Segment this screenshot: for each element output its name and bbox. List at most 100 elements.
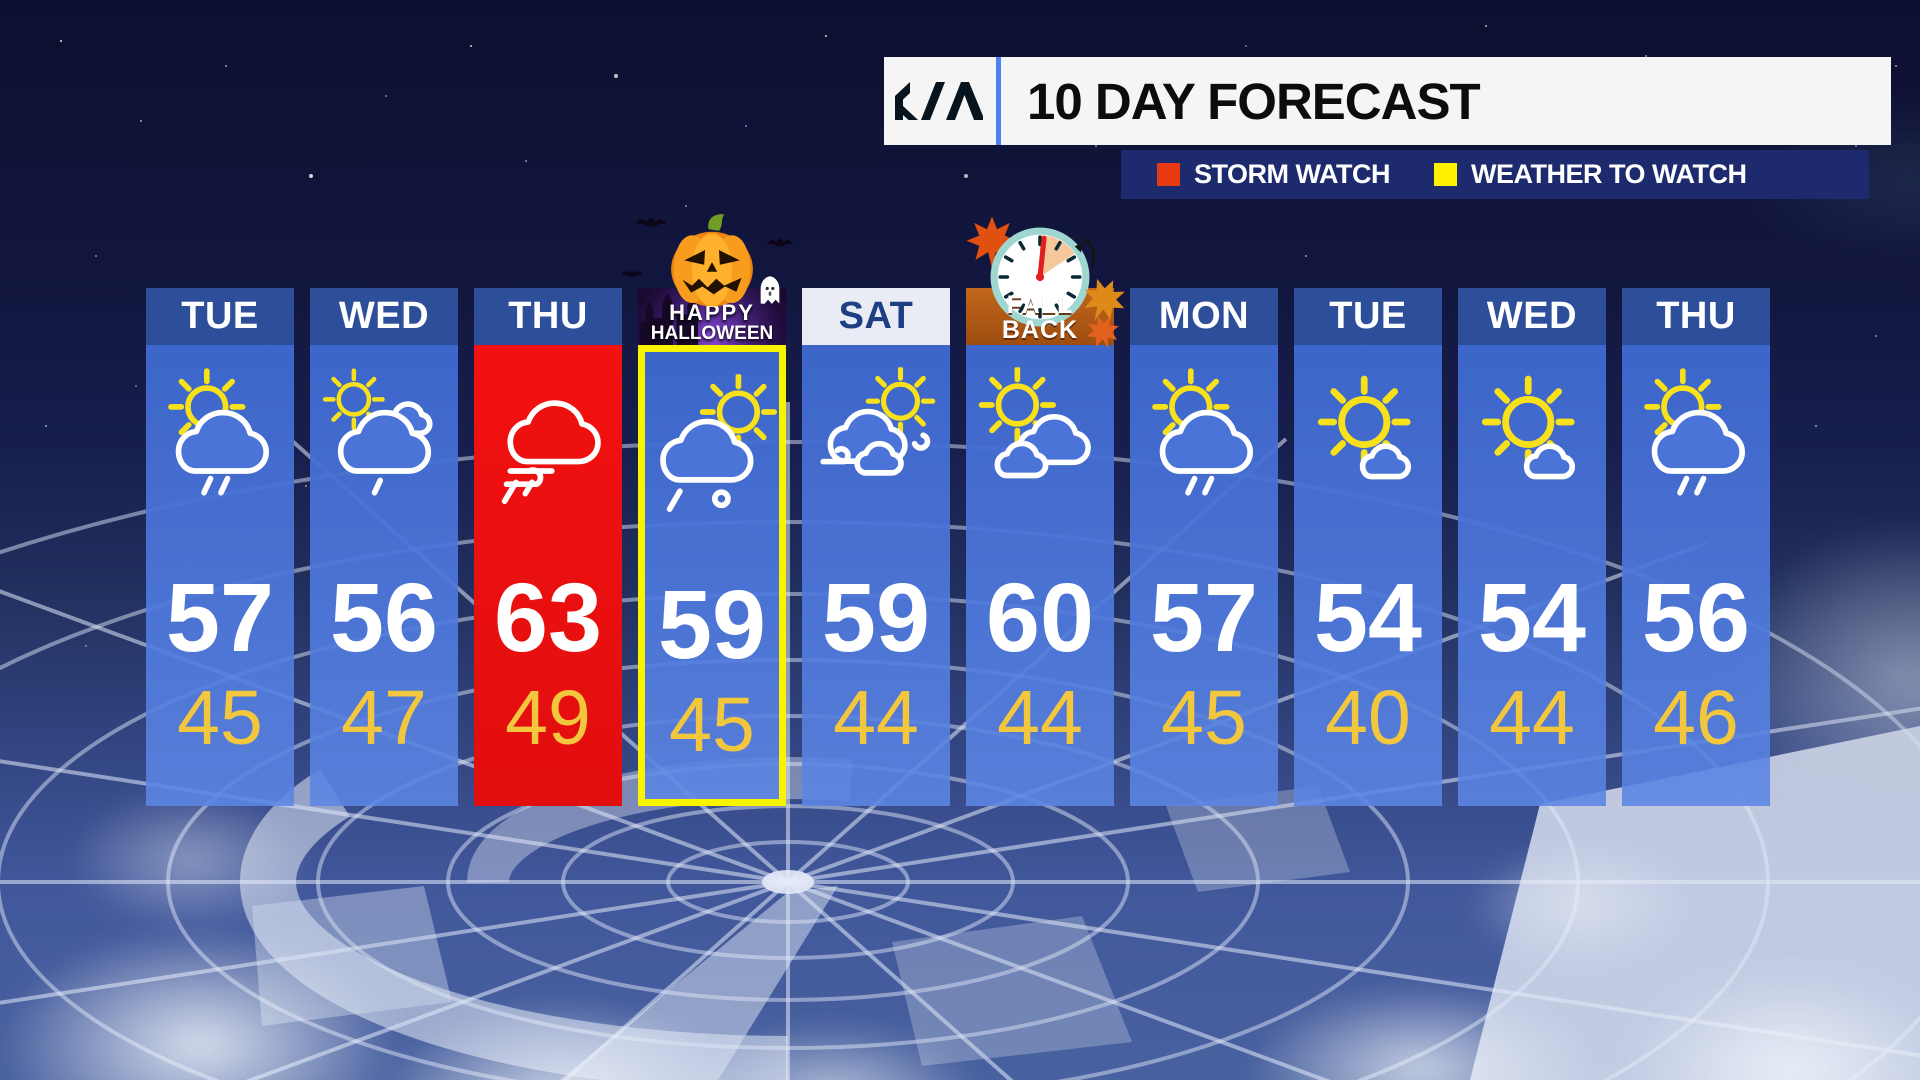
clock-icon [990,227,1090,327]
day-label: TUE [181,295,259,337]
weather-icon [1466,363,1598,513]
storm-watch-swatch-icon [1157,163,1180,186]
forecast-day-column: FALL BACK [966,216,1125,806]
cloud-bottom [1420,820,1740,990]
day-forecast: 63 49 [474,345,622,806]
day-label: SAT [838,295,914,337]
day-header: THU [1622,288,1770,345]
day-header: WED [1458,288,1606,345]
weather-icon [646,370,778,520]
pumpkin-icon [671,214,753,307]
high-temp: 60 [986,563,1094,672]
day-header: TUE [1294,288,1442,345]
low-temp: 44 [997,675,1083,761]
day-label: TUE [1329,295,1407,337]
weather-icon [1630,363,1762,513]
high-temp: 57 [1150,563,1258,672]
low-temp: 40 [1325,675,1411,761]
day-forecast: 57 45 [1130,345,1278,806]
weather-icon [154,363,286,513]
day-forecast: 57 45 [146,345,294,806]
high-temp: 54 [1314,563,1422,672]
forecast-row: TUE [146,214,1770,806]
halloween-banner: HAPPY HALLOWEEN [638,276,786,345]
fall-back-banner: FALL BACK [966,288,1119,349]
low-temp: 47 [341,675,427,761]
page-title: 10 DAY FORECAST [1027,72,1481,130]
day-forecast: 59 45 [638,345,786,806]
legend-item-weather-to-watch: WEATHER TO WATCH [1434,159,1747,190]
day-label: WED [338,295,430,337]
high-temp: 57 [166,563,274,672]
rotate-back-arrow-icon [1081,237,1095,267]
title-bar: 10 DAY FORECAST [884,57,1891,145]
kia-logo [894,82,983,120]
day-header: SAT [802,288,950,345]
legend-bar: STORM WATCH WEATHER TO WATCH [1121,150,1869,199]
forecast-day-column: TUE [1294,288,1442,806]
day-header: HAPPY HALLOWEEN [621,214,793,345]
day-header: TUE [146,288,294,345]
maple-leaf-icon [1084,278,1125,321]
day-header: FALL BACK [966,216,1125,349]
high-temp: 56 [330,563,438,672]
day-label: THU [1656,295,1736,337]
title-divider [996,57,1001,145]
weather-icon [974,363,1106,513]
high-temp: 56 [1642,563,1750,672]
bat-icon [621,270,643,278]
sponsor-box [884,57,996,145]
forecast-day-column: HAPPY HALLOWEEN [621,214,793,806]
low-temp: 45 [669,682,755,768]
legend-item-storm-watch: STORM WATCH [1157,159,1391,190]
forecast-day-column: SAT [802,288,950,806]
day-label: MON [1158,295,1250,337]
forecast-day-column: WED [310,288,458,806]
weather-icon [810,363,942,513]
title-box: 10 DAY FORECAST [1001,57,1891,145]
day-forecast: 54 44 [1458,345,1606,806]
banner-line: HAPPY [669,300,755,325]
forecast-day-column: MON [1130,288,1278,806]
forecast-day-column: TUE [146,288,294,806]
weather-icon [482,363,614,513]
banner-line: BACK [1001,315,1079,344]
day-forecast: 59 44 [802,345,950,806]
weather-icon [1302,363,1434,513]
low-temp: 44 [1489,675,1575,761]
low-temp: 45 [1161,675,1247,761]
low-temp: 46 [1653,675,1739,761]
weather-icon [318,363,450,513]
halloween-banner-text: HAPPY HALLOWEEN [638,288,786,345]
fall-back-banner-text: FALL BACK [966,288,1114,345]
legend-label: WEATHER TO WATCH [1471,159,1747,189]
day-forecast: 56 46 [1622,345,1770,806]
legend-label: STORM WATCH [1194,159,1391,189]
day-header: THU [474,288,622,345]
high-temp: 63 [494,563,602,672]
day-forecast: 60 44 [966,345,1114,806]
day-forecast: 56 47 [310,345,458,806]
haunted-house-icon [640,292,699,345]
ghost-icon [760,276,780,304]
banner-line: FALL [1006,291,1074,319]
maple-leaf-icon [1086,315,1119,349]
bat-icon [635,217,667,228]
low-temp: 45 [177,675,263,761]
forecast-day-column: THU [474,288,622,806]
day-header: MON [1130,288,1278,345]
day-label: THU [508,295,588,337]
weather-to-watch-swatch-icon [1434,163,1457,186]
day-label: WED [1486,295,1578,337]
banner-line: HALLOWEEN [650,323,774,344]
forecast-day-column: THU [1622,288,1770,806]
high-temp: 59 [658,570,766,679]
day-forecast: 54 40 [1294,345,1442,806]
weather-icon [1138,363,1270,513]
low-temp: 49 [505,675,591,761]
high-temp: 54 [1478,563,1586,672]
low-temp: 44 [833,675,919,761]
forecast-day-column: WED [1458,288,1606,806]
day-header: WED [310,288,458,345]
